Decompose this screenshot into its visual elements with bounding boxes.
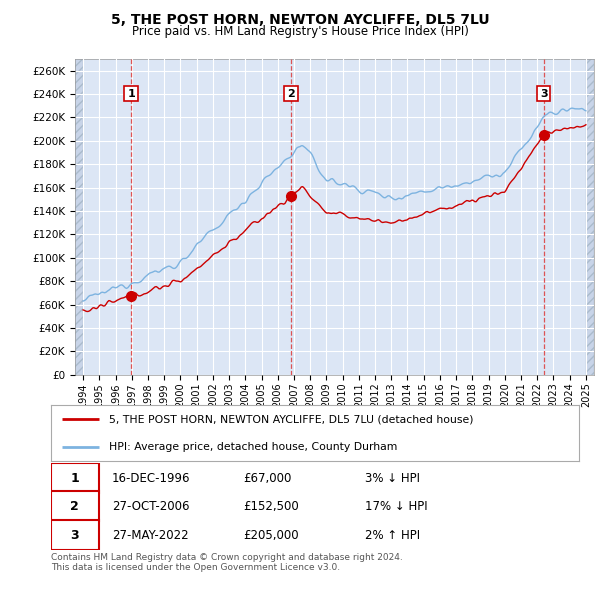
Text: 2: 2 [287, 88, 295, 99]
Polygon shape [75, 59, 83, 375]
Text: 27-OCT-2006: 27-OCT-2006 [112, 500, 189, 513]
Text: 1: 1 [127, 88, 135, 99]
FancyBboxPatch shape [51, 491, 98, 521]
Text: Price paid vs. HM Land Registry's House Price Index (HPI): Price paid vs. HM Land Registry's House … [131, 25, 469, 38]
Text: £67,000: £67,000 [244, 472, 292, 485]
Text: Contains HM Land Registry data © Crown copyright and database right 2024.
This d: Contains HM Land Registry data © Crown c… [51, 553, 403, 572]
FancyBboxPatch shape [51, 520, 98, 550]
Text: £205,000: £205,000 [244, 529, 299, 542]
Text: 2% ↑ HPI: 2% ↑ HPI [365, 529, 420, 542]
Text: HPI: Average price, detached house, County Durham: HPI: Average price, detached house, Coun… [109, 442, 397, 453]
Text: 3% ↓ HPI: 3% ↓ HPI [365, 472, 420, 485]
Polygon shape [586, 59, 594, 375]
Text: 5, THE POST HORN, NEWTON AYCLIFFE, DL5 7LU (detached house): 5, THE POST HORN, NEWTON AYCLIFFE, DL5 7… [109, 414, 473, 424]
Text: 17% ↓ HPI: 17% ↓ HPI [365, 500, 428, 513]
Text: 3: 3 [70, 529, 79, 542]
Text: 27-MAY-2022: 27-MAY-2022 [112, 529, 188, 542]
Text: 16-DEC-1996: 16-DEC-1996 [112, 472, 190, 485]
FancyBboxPatch shape [51, 463, 98, 493]
Text: 1: 1 [70, 472, 79, 485]
Text: 2: 2 [70, 500, 79, 513]
Text: 3: 3 [540, 88, 548, 99]
Text: £152,500: £152,500 [244, 500, 299, 513]
Text: 5, THE POST HORN, NEWTON AYCLIFFE, DL5 7LU: 5, THE POST HORN, NEWTON AYCLIFFE, DL5 7… [110, 13, 490, 27]
